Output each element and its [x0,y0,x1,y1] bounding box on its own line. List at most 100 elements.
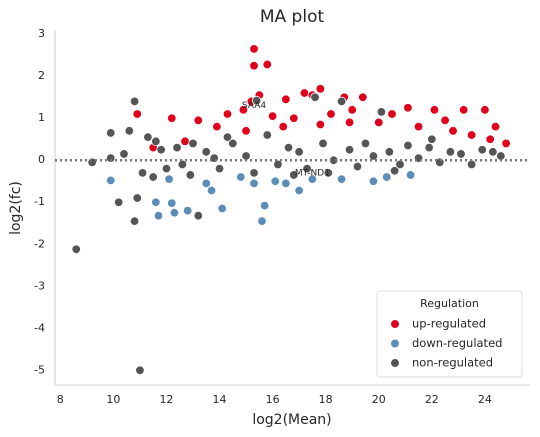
point [177,159,188,170]
point [113,197,124,207]
point [262,130,272,140]
point [382,172,392,182]
point [429,105,440,115]
legend-marker [390,338,400,349]
point [193,210,203,221]
point [289,113,299,123]
point [389,166,400,176]
point [137,168,148,178]
point [257,216,267,226]
point [347,105,357,115]
point [328,155,339,165]
point [212,121,222,132]
point [294,147,304,157]
point [262,59,272,70]
point [119,149,129,159]
point [222,132,233,142]
point [273,159,283,170]
point [448,126,458,136]
point [315,119,326,130]
x-tick-label: 8 [57,393,64,406]
x-tick-label: 16 [266,393,280,406]
point [124,126,135,136]
point [281,94,291,105]
point [403,103,413,113]
point [395,159,405,170]
x-tick-label: 22 [425,393,439,406]
point [307,174,318,184]
point [405,170,416,180]
point [167,198,177,208]
point [368,176,379,186]
point [217,203,227,214]
point [206,185,217,196]
annotation: SAA4 [242,101,266,111]
point [132,109,142,119]
point [283,142,294,153]
point [156,145,166,155]
legend-title: Regulation [420,297,479,310]
point [106,153,116,163]
point [214,163,225,174]
legend-label: up-regulated [412,317,486,331]
point [302,163,312,174]
x-axis-label: log2(Mean) [252,412,331,428]
point [151,136,161,147]
point [456,149,466,159]
point [259,200,270,211]
point [387,109,397,119]
point [480,105,490,115]
point [358,92,368,102]
point [161,163,172,174]
chart-title: MA plot [260,7,325,27]
y-tick-label: -5 [34,363,45,376]
point [458,105,469,115]
point [249,61,259,71]
x-tick-label: 24 [478,393,492,406]
point [228,138,238,149]
y-tick-label: -2 [34,237,45,250]
x-tick-label: 10 [106,393,120,406]
point [360,138,371,149]
point [424,142,434,153]
legend-box [376,290,523,378]
point [310,92,320,102]
point [315,84,326,94]
x-tick-label: 18 [319,393,333,406]
point [185,170,196,180]
point [71,244,81,255]
point [427,134,437,144]
point [129,96,140,107]
y-tick-label: -1 [34,195,45,208]
point [336,96,347,107]
point [374,117,384,128]
point [278,121,288,132]
point [368,151,379,161]
point [188,138,198,149]
point [485,134,495,144]
point [180,136,190,147]
point [445,147,456,157]
point [153,210,164,221]
legend-marker [390,358,400,368]
point [318,138,328,149]
point [477,145,487,155]
y-tick-label: 0 [38,153,45,166]
point [490,121,501,132]
point [466,130,477,140]
point [294,185,304,196]
point [501,138,511,149]
point [238,105,249,115]
x-tick-label: 12 [159,393,173,406]
point [249,178,259,189]
point [169,208,180,218]
point [323,168,334,178]
point [281,178,291,189]
point [384,147,395,157]
point [241,126,251,136]
point [249,44,259,54]
point [129,216,140,226]
point [336,174,347,184]
point [236,172,246,182]
point [132,193,142,203]
